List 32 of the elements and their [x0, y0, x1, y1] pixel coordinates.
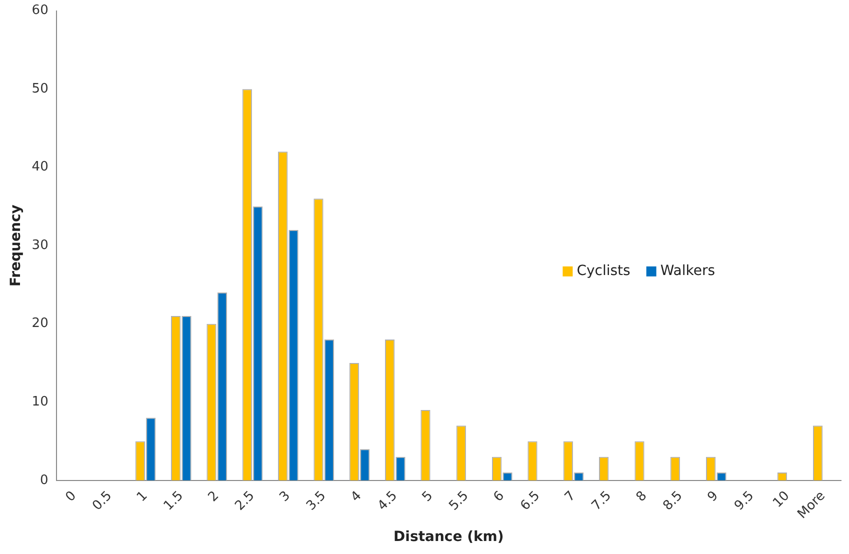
x-tick-label: 3.5 [304, 488, 330, 514]
x-tick-label: 4.5 [375, 488, 400, 514]
x-tick-label: 5 [420, 488, 436, 505]
x-tick-label: 7.5 [589, 488, 614, 514]
x-tick-label: 4 [348, 488, 365, 505]
x-tick-label: 6 [490, 488, 508, 505]
x-tick-label: 1.5 [161, 488, 186, 514]
x-tick-label: 5.5 [446, 488, 472, 514]
y-axis-title: Frequency [8, 204, 24, 287]
x-tick-label: 3 [276, 488, 294, 505]
x-tick-label: 9.5 [732, 488, 758, 514]
legend-label: Walkers [660, 263, 715, 280]
x-tick-label: 2 [206, 488, 222, 505]
x-tick-label: 0 [62, 488, 80, 505]
x-tick-label: 10 [770, 488, 793, 511]
y-tick-label: 20 [32, 316, 48, 332]
x-tick-label: 8.5 [660, 488, 686, 514]
y-tick-label: 50 [32, 81, 48, 96]
x-tick-label: 2.5 [232, 488, 258, 514]
y-tick-label: 30 [32, 238, 48, 253]
x-tick-label: 7 [562, 488, 579, 505]
y-tick-label: 60 [32, 3, 48, 18]
legend-label: Cyclists [576, 263, 630, 280]
y-tick-label: 40 [32, 160, 48, 175]
x-tick-label: 0.5 [90, 488, 116, 514]
x-tick-label: 1 [134, 488, 151, 505]
x-tick-label: 6.5 [518, 488, 544, 514]
x-tick-label: 8 [634, 488, 650, 505]
y-tick-label: 10 [32, 394, 48, 410]
x-axis-title: Distance (km) [394, 529, 504, 546]
y-tick-label: 0 [40, 472, 48, 488]
x-tick-label: 9 [704, 488, 722, 505]
